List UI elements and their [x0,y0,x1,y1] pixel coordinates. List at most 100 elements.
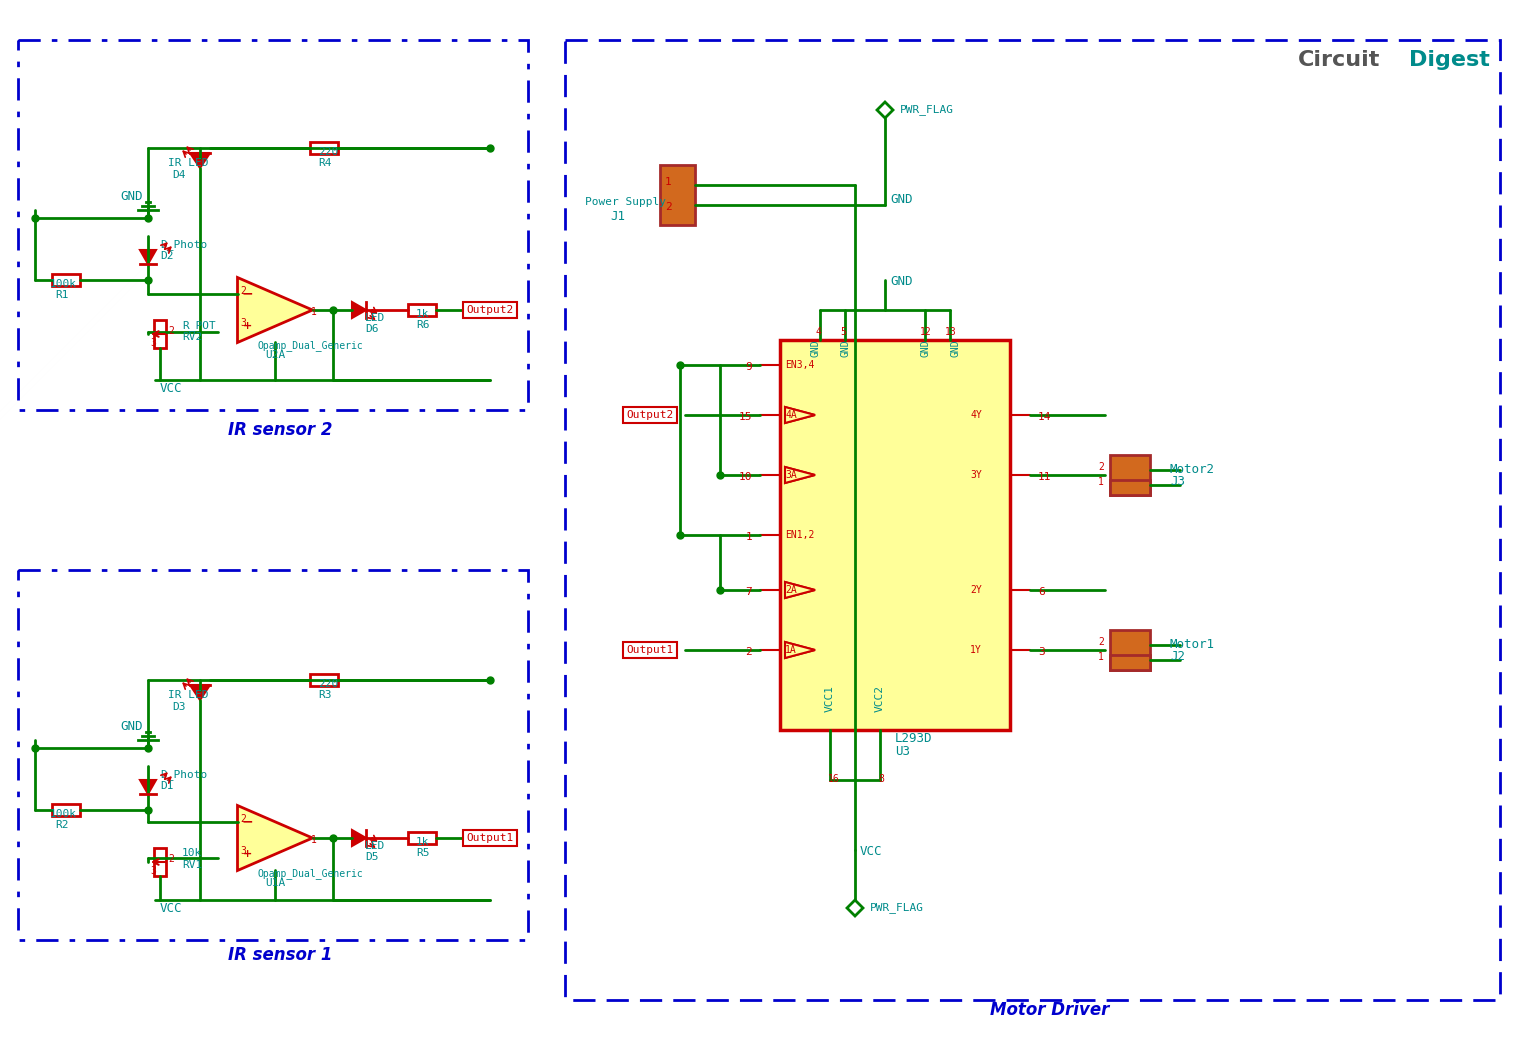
Text: PWR_FLAG: PWR_FLAG [869,902,924,913]
Polygon shape [353,302,366,318]
Text: 9: 9 [745,362,752,372]
Text: LED: LED [365,313,385,323]
Bar [407,304,436,316]
Text: 100k: 100k [50,279,78,289]
Bar [310,142,337,154]
Polygon shape [190,685,210,700]
Text: −: − [242,287,254,301]
Text: 1: 1 [312,835,316,846]
Polygon shape [784,642,815,658]
Bar [1110,480,1151,495]
Text: 220: 220 [318,147,339,157]
Text: Power Supply: Power Supply [585,197,666,207]
Text: 10: 10 [739,472,752,482]
Text: R6: R6 [416,320,430,330]
Text: 6: 6 [1038,587,1044,597]
Text: 3A: 3A [784,470,796,480]
Text: 1: 1 [666,177,672,187]
Text: D2: D2 [160,251,173,261]
Text: D5: D5 [365,852,378,862]
Text: GND: GND [891,193,912,206]
Text: VCC: VCC [160,382,182,395]
Text: IR LED: IR LED [169,690,208,700]
Text: GND: GND [120,190,143,203]
Text: Opamp_Dual_Generic: Opamp_Dual_Generic [257,340,363,350]
Text: J1: J1 [610,210,625,223]
Text: R3: R3 [318,690,331,700]
Text: +: + [243,321,252,332]
Bar [407,832,436,844]
Text: EN3,4: EN3,4 [784,360,815,370]
Text: VCC: VCC [160,902,182,915]
Text: IR sensor 2: IR sensor 2 [228,421,333,439]
Text: RV2: RV2 [182,332,202,342]
Text: Output1: Output1 [467,833,514,843]
Text: D3: D3 [172,702,185,712]
Text: 3: 3 [240,846,246,856]
Text: 1Y: 1Y [970,645,982,655]
Text: Output1: Output1 [626,645,673,655]
Text: GND: GND [891,275,912,288]
Text: 1: 1 [1097,652,1104,662]
Text: D4: D4 [172,170,185,180]
Text: 5: 5 [841,327,845,337]
Polygon shape [784,582,815,598]
Text: Circuit: Circuit [1298,50,1380,70]
Text: R_POT: R_POT [182,320,216,331]
Text: 1k: 1k [416,309,430,319]
Text: 1A: 1A [784,645,796,655]
Text: 11: 11 [1038,472,1052,482]
Text: L293D: L293D [895,732,932,745]
Text: Output2: Output2 [626,410,673,420]
Text: 1: 1 [312,307,316,317]
Text: 2: 2 [745,647,752,657]
Text: Motor1: Motor1 [1170,638,1214,651]
Text: Motor2: Motor2 [1170,463,1214,476]
Polygon shape [784,467,815,483]
Text: 4: 4 [815,327,821,337]
Text: 12: 12 [920,327,932,337]
Text: R5: R5 [416,848,430,858]
Polygon shape [784,407,815,423]
Bar [154,848,166,876]
Text: 2: 2 [666,202,672,212]
Text: EN1,2: EN1,2 [784,530,815,540]
Text: D_Photo: D_Photo [160,769,207,780]
Text: VCC: VCC [860,846,883,858]
Text: GND: GND [810,339,819,357]
Polygon shape [353,830,366,846]
Text: 16: 16 [828,774,839,784]
Text: 100k: 100k [50,809,78,820]
Text: 2: 2 [240,814,246,824]
Text: 14: 14 [1038,412,1052,422]
Text: Digest: Digest [1409,50,1490,70]
Text: 2: 2 [169,326,173,336]
Text: U3: U3 [895,745,910,758]
Text: D1: D1 [160,781,173,791]
Text: 1k: 1k [416,837,430,847]
Text: 3: 3 [150,338,157,348]
Text: Opamp_Dual_Generic: Opamp_Dual_Generic [257,868,363,879]
Polygon shape [784,467,815,483]
Text: IR LED: IR LED [169,158,208,168]
Polygon shape [237,278,313,342]
Text: 4A: 4A [784,410,796,420]
Polygon shape [784,582,815,598]
Text: 4Y: 4Y [970,410,982,420]
Text: 13: 13 [945,327,956,337]
Text: 2: 2 [1097,636,1104,647]
Text: IR sensor 1: IR sensor 1 [228,946,333,964]
Text: −: − [242,814,254,829]
Bar [660,165,695,225]
Text: GND: GND [920,339,930,357]
Text: 8: 8 [879,774,883,784]
Text: 220: 220 [318,679,339,690]
Text: D6: D6 [365,324,378,334]
Bar [780,340,1009,730]
Text: 3: 3 [150,866,157,876]
Bar [1110,456,1151,495]
Text: GND: GND [120,720,143,733]
Text: J2: J2 [1170,650,1186,664]
Polygon shape [140,780,157,794]
Bar [18,570,527,940]
